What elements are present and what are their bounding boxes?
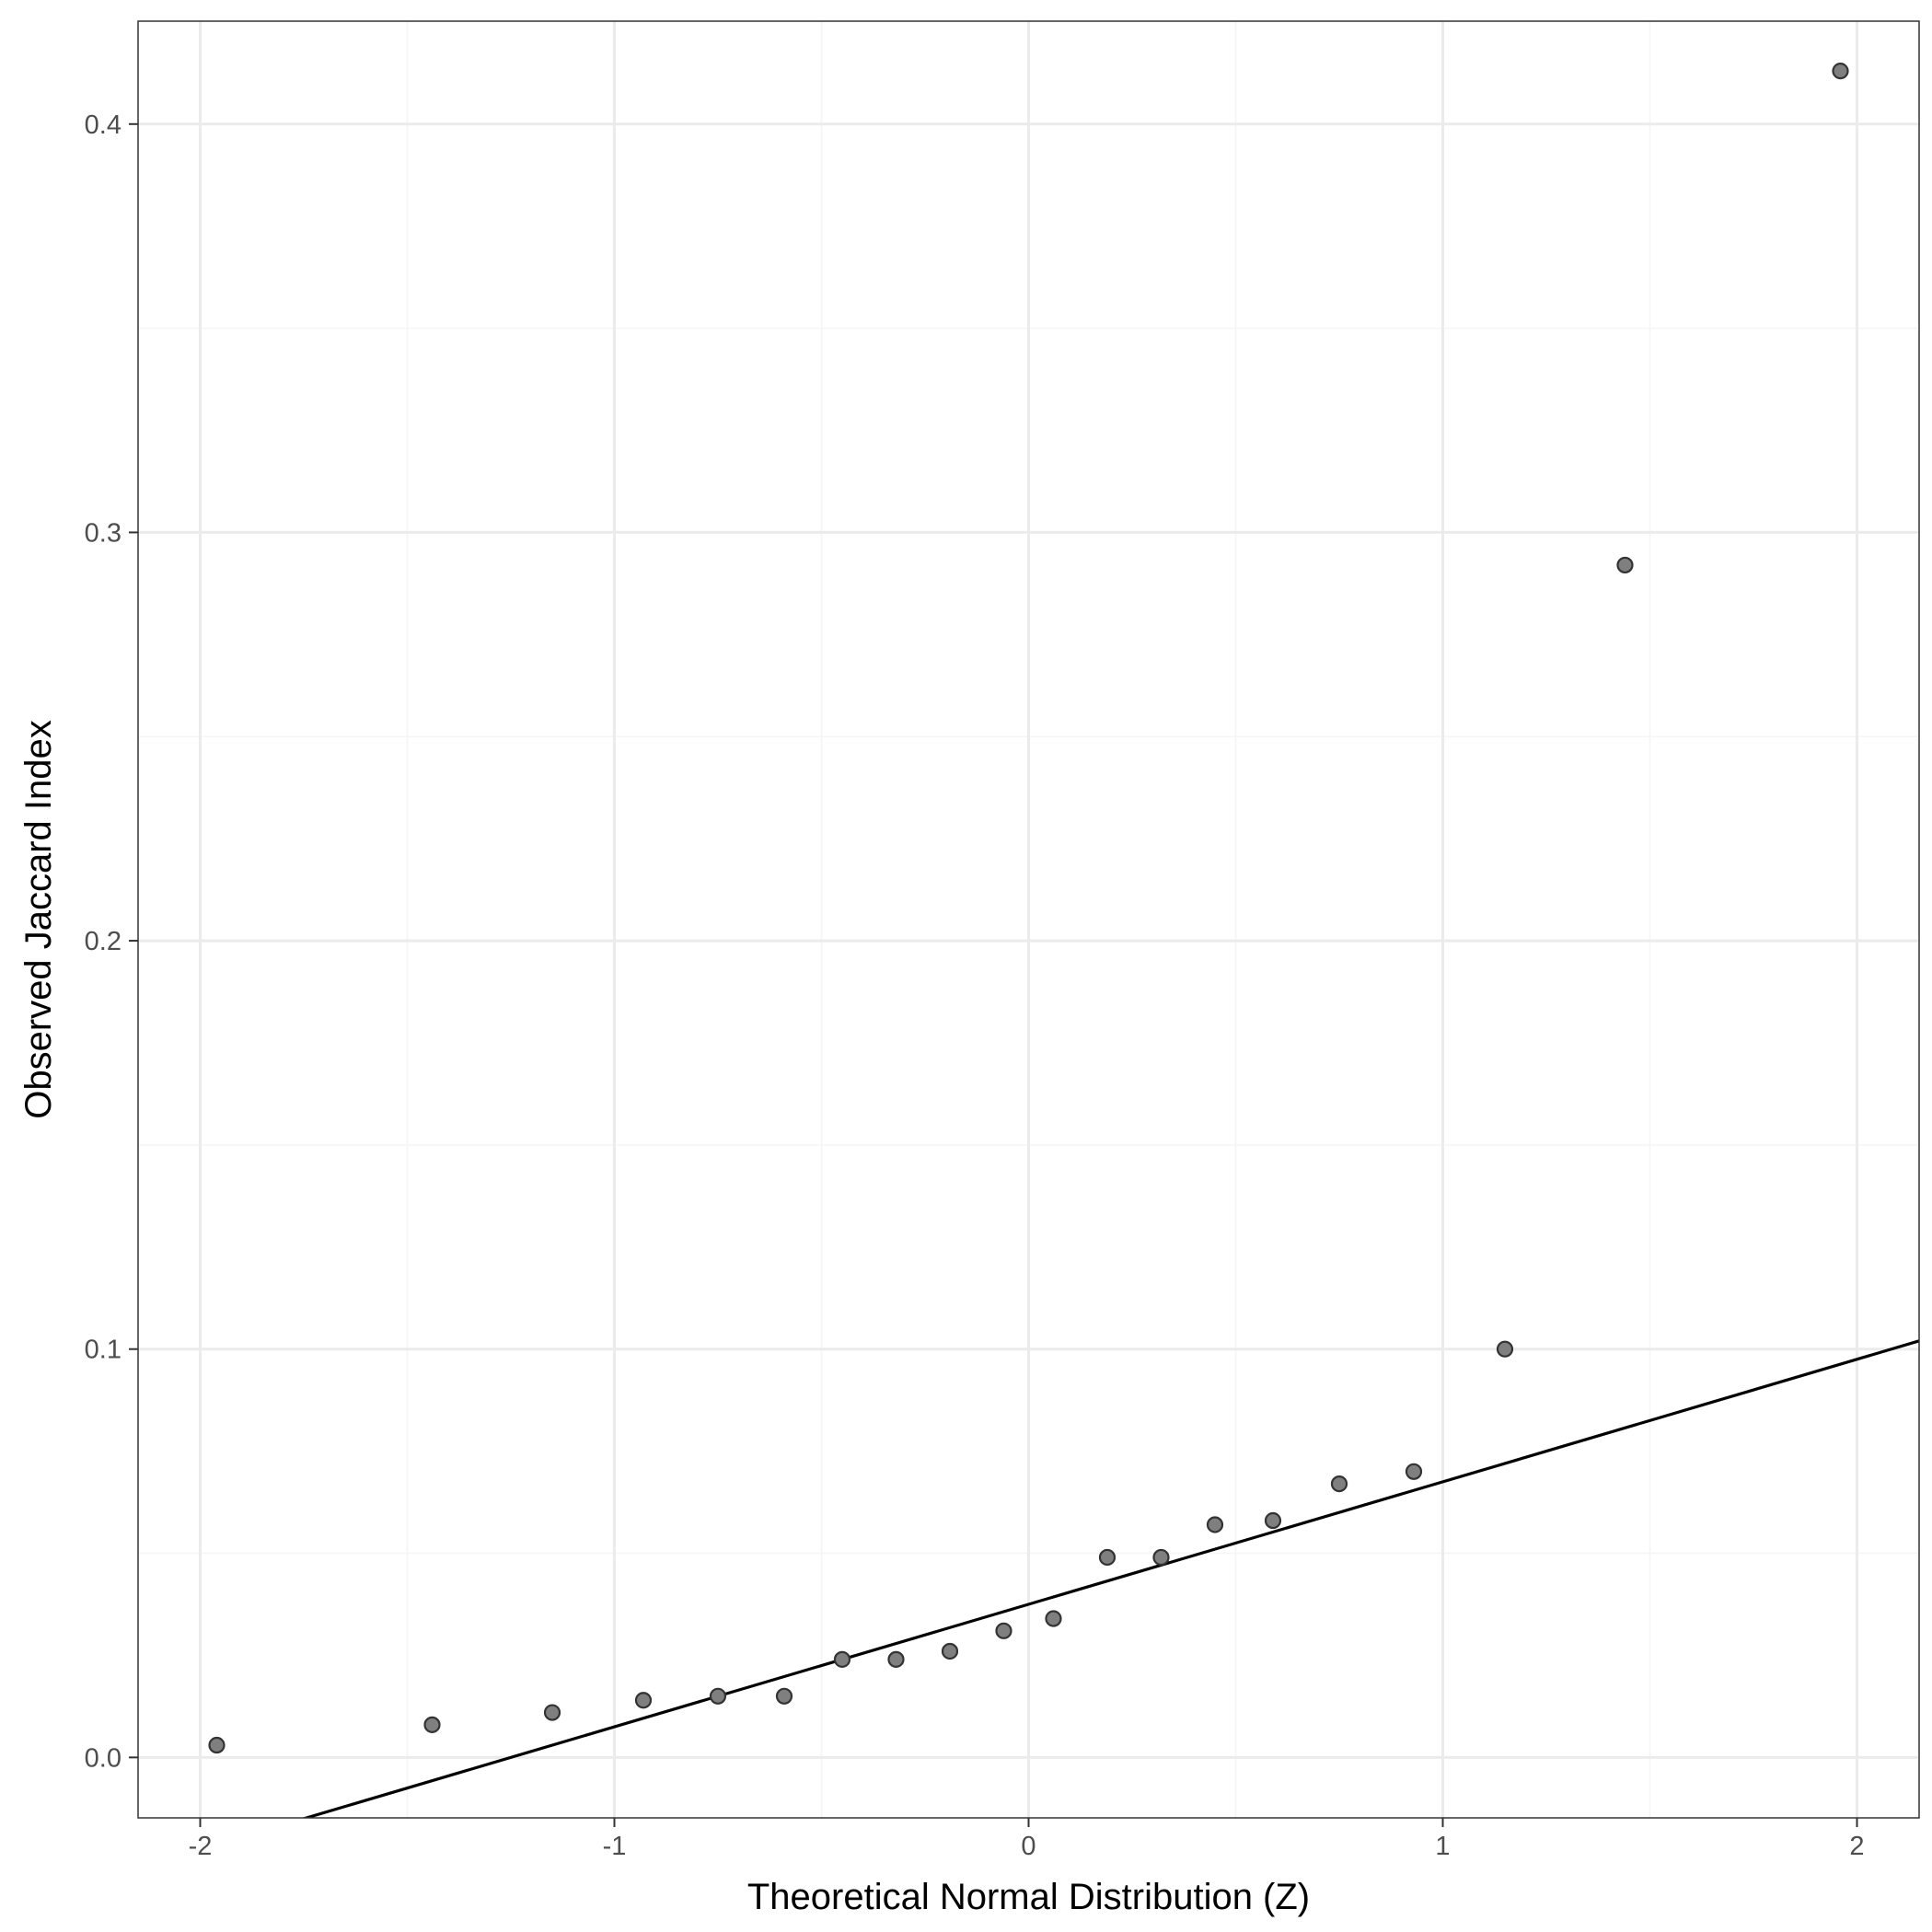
x-tick-label: -1 [603,1832,627,1861]
data-point [775,1687,793,1705]
data-point [1152,1548,1170,1567]
x-tick-label: 1 [1435,1832,1450,1861]
data-point [1045,1610,1062,1627]
y-axis-title: Observed Jaccard Index [18,720,59,1119]
y-tick-label: 0.3 [85,518,121,548]
data-point [634,1692,653,1709]
data-point [887,1650,905,1668]
data-point [1832,63,1849,80]
data-points [208,63,1849,1754]
x-tick-label: 2 [1849,1832,1864,1861]
data-point [543,1704,561,1721]
qq-reference-line [301,1339,1919,1818]
data-point [709,1687,727,1705]
data-point [208,1736,226,1754]
major-gridlines [138,21,1919,1818]
y-axis: 0.0 0.1 0.2 0.3 0.4 [85,110,138,1773]
y-tick-label: 0.4 [85,110,121,140]
data-point [1405,1463,1423,1480]
y-tick-label: 0.0 [85,1743,121,1773]
data-point [995,1622,1012,1639]
x-tick-label: -2 [189,1832,213,1861]
data-point [833,1650,851,1668]
y-tick-label: 0.2 [85,927,121,956]
data-point [1206,1516,1224,1533]
data-point [1496,1340,1514,1358]
reference-line-group [301,1339,1919,1818]
data-point [1098,1548,1116,1567]
x-axis: -2 -1 0 1 2 [189,1818,1865,1861]
data-point [1264,1511,1282,1530]
data-point [1330,1475,1348,1493]
x-tick-label: 0 [1021,1832,1035,1861]
data-point [1616,556,1634,574]
x-axis-title: Theoretical Normal Distribution (Z) [747,1877,1310,1917]
data-point [423,1716,441,1733]
data-point [941,1642,959,1660]
y-tick-label: 0.1 [85,1336,121,1365]
